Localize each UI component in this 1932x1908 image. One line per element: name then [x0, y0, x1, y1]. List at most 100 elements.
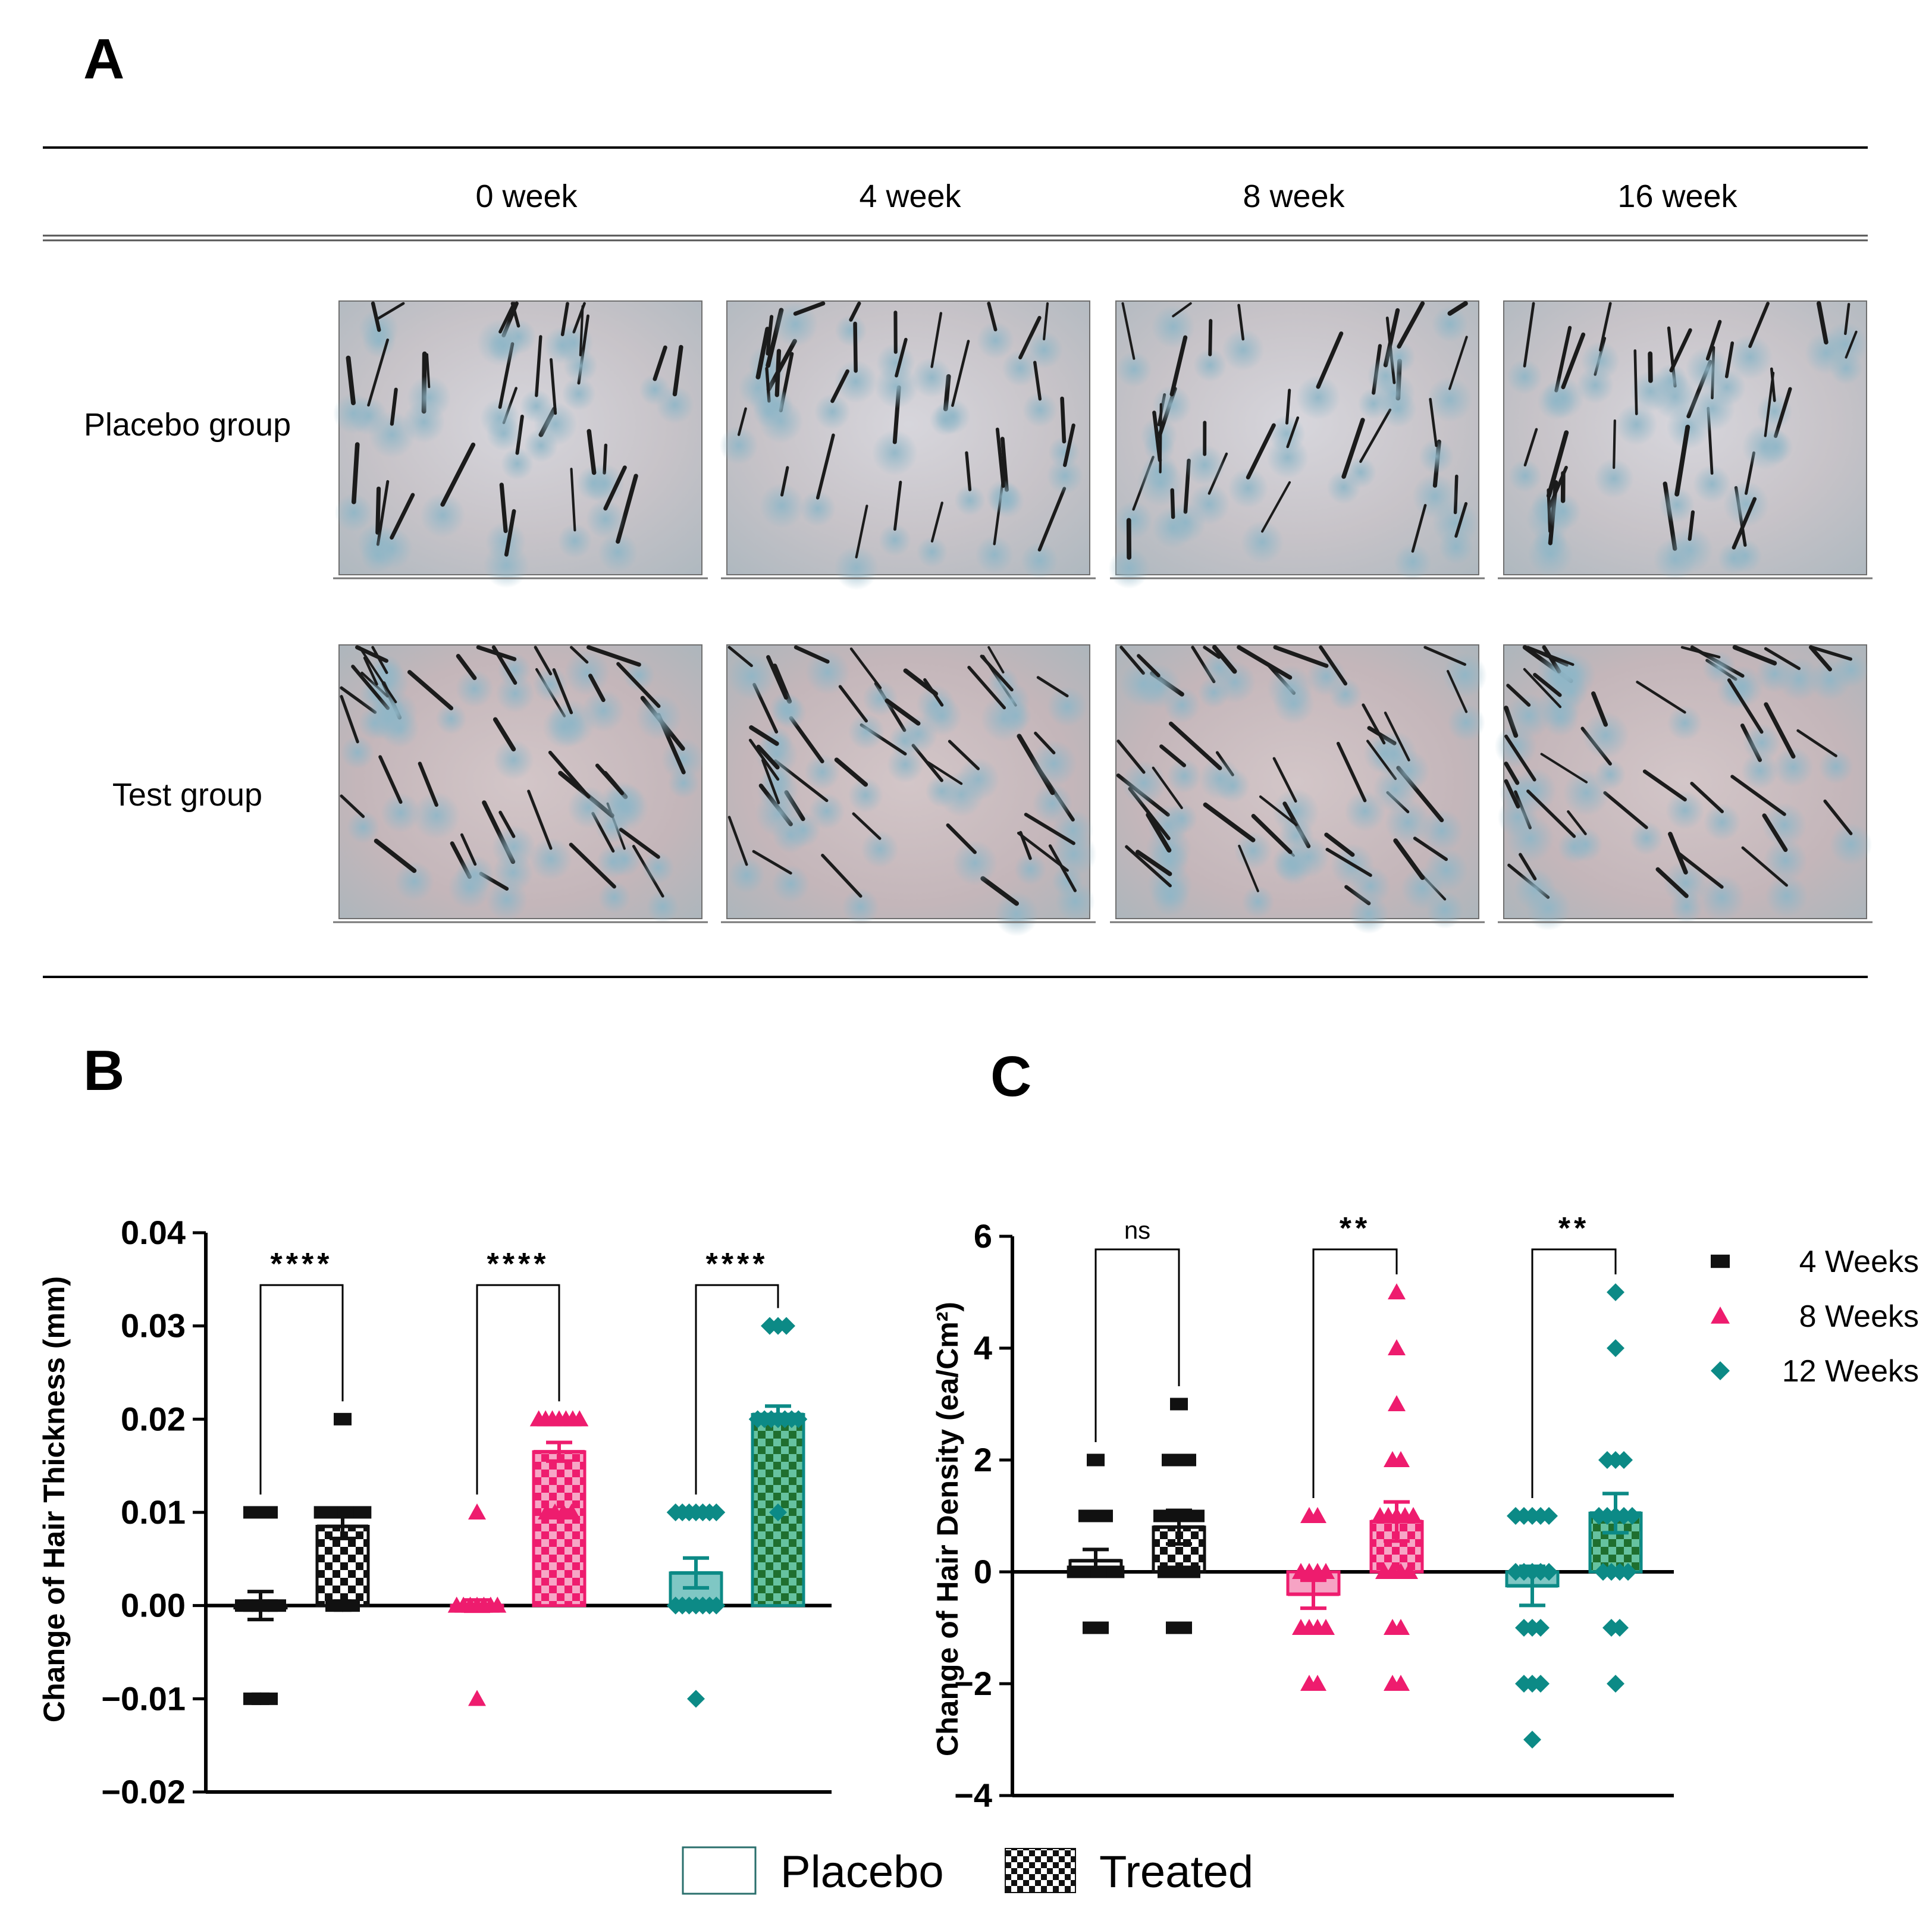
y-tick-label: 6 [974, 1217, 992, 1255]
follicle-shade [759, 483, 805, 528]
hair-strand [1423, 646, 1467, 666]
follicle-shade [1594, 759, 1626, 790]
hair-strand [1523, 428, 1538, 467]
bar-w4-placebo [1067, 1453, 1125, 1634]
follicle-shade [1666, 526, 1714, 574]
follicle-shade [834, 360, 877, 403]
follicle-shade [952, 840, 998, 886]
data-point-square [1183, 1565, 1200, 1578]
hair-strand [761, 759, 780, 804]
hair-strand [390, 387, 398, 426]
hair-strand [491, 645, 518, 685]
follicle-shade [1703, 803, 1741, 841]
follicle-shade [1014, 853, 1047, 886]
hair-strand [1034, 731, 1056, 754]
hair-strand [460, 833, 477, 866]
hair-strand [930, 312, 943, 368]
data-point-triangle [468, 1503, 486, 1519]
follicle-shade [598, 881, 631, 914]
hair-strand [1259, 795, 1298, 826]
data-point-triangle [1388, 1339, 1406, 1355]
follicle-shade [485, 878, 528, 921]
hair-strand [1642, 769, 1687, 802]
follicle-shade [862, 681, 898, 716]
hair-strand [569, 842, 616, 889]
hair-strand [1273, 645, 1329, 668]
follicle-shade [773, 302, 818, 347]
follicle-shade [1419, 438, 1454, 474]
follicle-shade [727, 653, 776, 700]
y-tick-label: −0.02 [101, 1773, 186, 1810]
follicle-shade [1047, 686, 1088, 727]
follicle-shade [1025, 331, 1063, 369]
significance-label: ns [1124, 1216, 1150, 1244]
hair-strand [560, 302, 569, 337]
follicle-shade [911, 357, 952, 398]
follicle-shade [563, 349, 598, 383]
column-header-4-week: 4 week [859, 178, 961, 214]
hair-strand [1674, 424, 1690, 497]
follicle-shade [835, 314, 867, 347]
hair-density-y-axis-label: Change of Hair Density (ea/Cm²) [931, 1302, 964, 1756]
follicle-shade [493, 740, 534, 781]
data-point-diamond [687, 1690, 705, 1708]
follicle-shade [394, 861, 434, 901]
treated-legend-label: Treated [1099, 1847, 1253, 1897]
hair-strand [1246, 423, 1276, 480]
follicle-shade [455, 669, 494, 708]
data-point-square [1170, 1398, 1188, 1411]
significance-label: **** [271, 1247, 333, 1282]
hair-strand [1764, 647, 1801, 671]
bar-rect [532, 1450, 586, 1608]
follicle-shade [1438, 530, 1474, 565]
follicle-shade [799, 490, 836, 527]
hair-strand [766, 315, 774, 356]
follicle-shade [599, 781, 645, 827]
data-point-triangle [1309, 1675, 1326, 1691]
row-header-test-group: Test group [112, 777, 262, 813]
data-point-square [1178, 1453, 1196, 1467]
bar-w8-placebo [447, 1503, 507, 1706]
hair-strand [1203, 646, 1221, 659]
follicle-shade [567, 786, 610, 829]
hair-strand [1561, 332, 1586, 390]
hair-strand [849, 647, 882, 690]
significance-label: **** [487, 1247, 550, 1282]
hair-strand [1043, 302, 1049, 341]
hair-strand [1159, 744, 1186, 767]
significance-label: **** [706, 1247, 769, 1282]
hair-strand [603, 443, 608, 475]
bar-w12-treated [748, 1317, 808, 1608]
hair-strand [816, 433, 835, 500]
follicle-shade [760, 389, 794, 422]
hair-strand [552, 668, 573, 715]
data-point-square [353, 1506, 372, 1519]
hair-strand [1272, 757, 1297, 803]
follicle-shade [362, 324, 396, 358]
hair-strand [535, 335, 542, 397]
hair-strand [727, 646, 753, 668]
hair-strand [579, 305, 584, 356]
y-tick-label: −2 [954, 1665, 992, 1702]
bar-w12-placebo [1505, 1507, 1560, 1749]
follicle-shade [861, 830, 899, 869]
hair-strand [1504, 762, 1520, 785]
series-legend-label: 12 Weeks [1782, 1354, 1919, 1389]
panel-b-letter: B [83, 1039, 124, 1102]
hair-strand [1732, 497, 1757, 550]
hair-strand [885, 698, 921, 726]
follicle-shade [1394, 543, 1432, 581]
column-header-0-week: 0 week [475, 178, 578, 214]
hair-strand [603, 465, 627, 511]
follicle-shade [1121, 760, 1166, 806]
hair-strand [834, 757, 868, 787]
hair-strand [1341, 418, 1365, 479]
hair-strand [1063, 423, 1075, 467]
hair-strand [967, 666, 1006, 710]
y-tick-label: 4 [974, 1329, 992, 1367]
hair-strand [1447, 301, 1468, 316]
follicle-shade [980, 694, 1028, 742]
hair-strand [1036, 676, 1069, 698]
y-tick-label: 0.00 [121, 1587, 186, 1624]
follicle-shade [1541, 698, 1579, 737]
